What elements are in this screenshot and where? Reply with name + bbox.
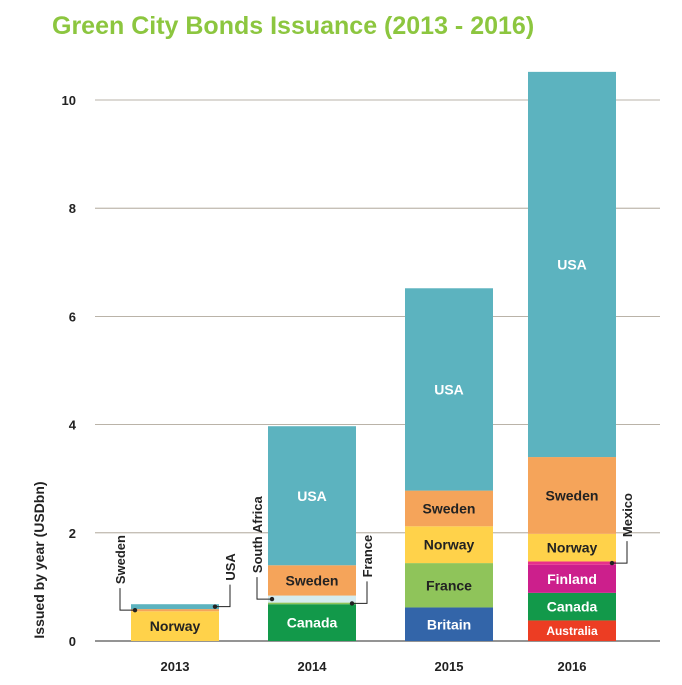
x-tick-2014: 2014 bbox=[298, 659, 328, 674]
bar-segment-2015-norway bbox=[405, 526, 493, 564]
callout-label-2014-france: France bbox=[360, 535, 375, 578]
y-tick-4: 4 bbox=[69, 418, 77, 433]
x-tick-2016: 2016 bbox=[558, 659, 587, 674]
bar-segment-2014-usa bbox=[268, 426, 356, 566]
bar-segment-2014-france bbox=[268, 602, 356, 605]
bars: Norway Canada Sweden USA Britain France Norway… bbox=[131, 71, 616, 641]
callout-label-2013-sweden: Sweden bbox=[113, 535, 128, 584]
bar-segment-2015-sweden bbox=[405, 490, 493, 527]
segment-label-2016-sweden: Sweden bbox=[546, 488, 599, 504]
segment-label-2014-usa: USA bbox=[297, 488, 327, 504]
segment-label-2013-norway: Norway bbox=[150, 618, 201, 634]
y-axis-label: Issued by year (USDbn) bbox=[31, 481, 47, 638]
segment-label-2016-canada: Canada bbox=[547, 599, 598, 615]
bar-segment-2016-sweden bbox=[528, 457, 616, 534]
bar-segment-2016-norway bbox=[528, 533, 616, 562]
bar-segment-2013-norway bbox=[131, 611, 219, 641]
segment-label-2016-australia: Australia bbox=[546, 624, 598, 638]
bar-segment-2016-mexico bbox=[528, 561, 616, 565]
x-tick-2015: 2015 bbox=[435, 659, 464, 674]
chart-title: Green City Bonds Issuance (2013 - 2016) bbox=[52, 12, 535, 40]
bar-segment-2016-canada bbox=[528, 592, 616, 621]
y-tick-10: 10 bbox=[62, 93, 76, 108]
callout-line-2014-south-africa bbox=[256, 577, 272, 600]
bar-segment-2015-usa bbox=[405, 288, 493, 491]
bar-segment-2014-south-africa bbox=[268, 595, 356, 603]
bar-segment-2016-usa bbox=[528, 71, 616, 458]
callout-line-2013-sweden bbox=[119, 588, 135, 611]
bar-2015: Britain France Norway Sweden USA bbox=[405, 288, 493, 641]
bar-2014: Canada Sweden USA bbox=[268, 426, 356, 641]
bar-segment-2013-usa bbox=[131, 604, 219, 610]
segment-label-2015-usa: USA bbox=[434, 381, 464, 397]
x-tick-2013: 2013 bbox=[161, 659, 190, 674]
bar-2013: Norway bbox=[131, 604, 219, 641]
bar-segment-2014-canada bbox=[268, 604, 356, 641]
y-tick-6: 6 bbox=[69, 309, 76, 324]
bar-segment-2016-finland bbox=[528, 564, 616, 593]
segment-label-2015-norway: Norway bbox=[424, 537, 475, 553]
callout-line-2014-france bbox=[352, 581, 368, 604]
segment-label-2015-france: France bbox=[426, 577, 472, 593]
segment-label-2015-britain: Britain bbox=[427, 616, 471, 632]
bar-segment-2016-australia bbox=[528, 620, 616, 641]
y-tick-0: 0 bbox=[69, 634, 76, 649]
segment-label-2016-norway: Norway bbox=[547, 540, 598, 556]
y-tick-8: 8 bbox=[69, 201, 76, 216]
y-tick-2: 2 bbox=[69, 526, 76, 541]
callout-label-2013-usa: USA bbox=[223, 553, 238, 581]
segment-label-2014-sweden: Sweden bbox=[286, 572, 339, 588]
bar-segment-2013-sweden bbox=[131, 609, 219, 612]
callout-label-2016-mexico: Mexico bbox=[620, 493, 635, 537]
bar-segment-2014-sweden bbox=[268, 565, 356, 596]
x-axis-ticks: 2013 2014 2015 2016 bbox=[161, 659, 587, 674]
callout-label-2014-south-africa: South Africa bbox=[250, 496, 265, 574]
callout-line-2013-usa bbox=[215, 584, 231, 608]
callout-line-2016-mexico bbox=[612, 541, 628, 564]
bar-segment-2015-britain bbox=[405, 607, 493, 641]
segment-label-2014-canada: Canada bbox=[287, 615, 338, 631]
bar-2016: Australia Canada Finland Norway Sweden USA bbox=[528, 71, 616, 641]
callouts: Sweden USA France South Africa Mexico bbox=[113, 493, 635, 613]
segment-label-2015-sweden: Sweden bbox=[423, 500, 476, 516]
bar-segment-2015-france bbox=[405, 563, 493, 608]
segment-label-2016-usa: USA bbox=[557, 257, 587, 273]
y-axis-ticks: 0 2 4 6 8 10 bbox=[62, 93, 77, 649]
segment-label-2016-finland: Finland bbox=[547, 571, 597, 587]
